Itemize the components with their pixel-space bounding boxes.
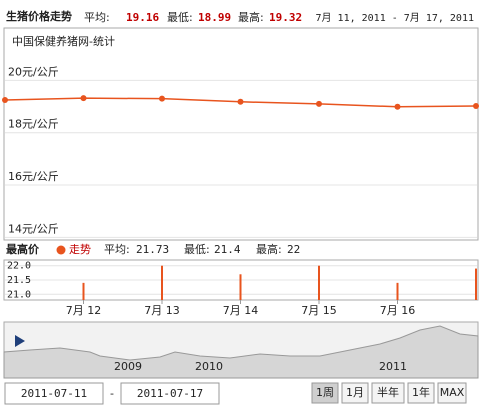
price-point: [473, 102, 479, 109]
date-input[interactable]: [120, 382, 220, 405]
date-to: 2011-07-17: [137, 387, 203, 400]
min-label: 最低:: [167, 11, 193, 24]
navigator-label: 2009: [114, 360, 142, 373]
min-value: 21.4: [214, 243, 241, 256]
date-input[interactable]: [4, 382, 104, 405]
max-label: 最高:: [256, 242, 282, 256]
range-button[interactable]: [311, 382, 339, 404]
price-point: [316, 100, 322, 107]
price-point: [237, 98, 244, 105]
max-label: 最高:: [238, 10, 264, 24]
min-label: 最低:: [184, 243, 210, 256]
max-value: 19.32: [269, 11, 302, 24]
range-button-label: 1年: [412, 385, 430, 399]
main-panel: [3, 27, 479, 241]
bar: [396, 282, 399, 300]
price-point: [2, 96, 8, 103]
x-tick-label: 7月 16: [380, 304, 416, 317]
bar: [239, 274, 242, 300]
header-title: 生猪价格走势: [6, 9, 72, 23]
avg-label: 平均:: [104, 243, 130, 256]
y-tick-label: 22.0: [7, 261, 31, 272]
date-from: 2011-07-11: [21, 387, 87, 400]
navigator-area: [3, 325, 479, 379]
y-tick-label: 16元/公斤: [8, 170, 59, 183]
legend-label: 走势: [69, 243, 91, 256]
play-icon[interactable]: [15, 335, 25, 347]
y-tick-label: 21.0: [7, 289, 31, 300]
x-tick-label: 7月 15: [301, 304, 337, 317]
range-button[interactable]: [437, 382, 467, 404]
x-tick-label: 7月 12: [66, 304, 102, 317]
range-button-label: MAX: [440, 386, 465, 399]
date-range: 7月 11, 2011 - 7月 17, 2011: [316, 12, 474, 24]
bar: [318, 265, 320, 300]
bar: [161, 265, 163, 300]
navigator-label: 2011: [379, 360, 407, 373]
range-button[interactable]: [407, 382, 435, 404]
range-button[interactable]: [341, 382, 369, 404]
y-tick-label: 21.5: [7, 275, 31, 286]
bar: [82, 282, 85, 300]
min-value: 18.99: [198, 11, 231, 24]
y-tick-label: 18元/公斤: [8, 118, 59, 131]
range-buttons: 1周 1月 半年 1年 MAX: [311, 382, 467, 404]
subtitle: 中国保健养猪网-统计: [12, 34, 115, 48]
legend-marker: [56, 245, 66, 255]
range-button[interactable]: [371, 382, 405, 404]
price-point: [159, 95, 165, 102]
range-button-label: 1周: [316, 386, 334, 399]
avg-label: 平均:: [84, 11, 110, 24]
x-tick-label: 7月 14: [223, 304, 259, 317]
panel-title: 最高价: [6, 242, 40, 256]
bar: [475, 268, 477, 300]
navigator-label: 2010: [195, 360, 223, 373]
avg-value: 19.16: [126, 11, 159, 24]
y-tick-label: 20元/公斤: [8, 65, 59, 78]
x-tick-label: 7月 13: [144, 304, 180, 317]
max-value: 22: [287, 243, 300, 256]
range-button-label: 1月: [346, 386, 364, 399]
price-point: [80, 95, 87, 102]
y-tick-label: 14元/公斤: [8, 222, 59, 235]
date-separator: -: [110, 387, 114, 400]
price-point: [394, 103, 401, 110]
range-button-label: 半年: [377, 385, 399, 399]
avg-value: 21.73: [136, 243, 169, 256]
